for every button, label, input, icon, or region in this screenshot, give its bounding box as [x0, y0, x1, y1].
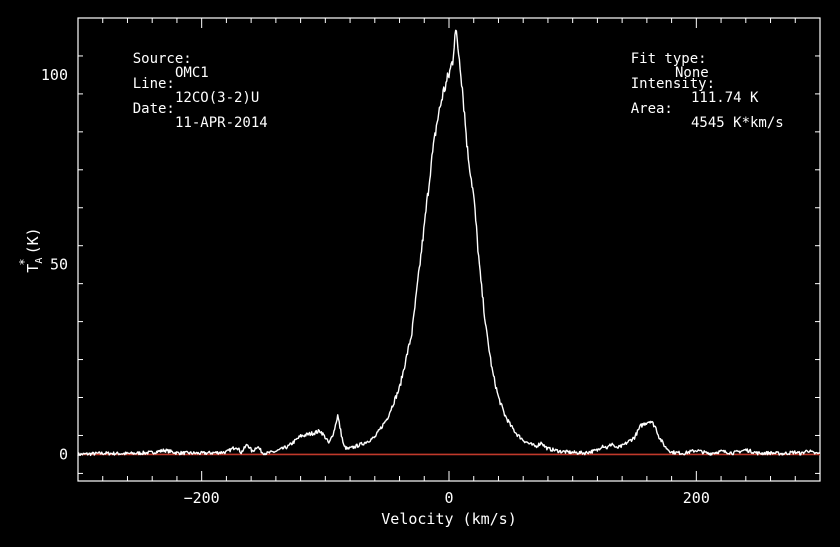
header-left: Source: OMC1 Line: 12CO(3-2)U Date: 11-A… — [99, 38, 268, 130]
intensity-value: 111.74 K — [691, 90, 759, 106]
x-tick-label: 0 — [444, 489, 453, 507]
y-tick-label: 100 — [41, 66, 68, 84]
date-row: Date: 11-APR-2014 — [99, 88, 268, 144]
x-ticks: −200 0 200 — [77, 18, 821, 507]
y-axis-label: TA* (K) — [17, 227, 45, 272]
date-label: Date: — [132, 101, 175, 117]
area-row: Area: 4545 K*km/s — [597, 88, 784, 144]
x-tick-label: −200 — [184, 489, 220, 507]
source-label: Source: — [132, 51, 192, 67]
intensity-label: Intensity: — [630, 76, 716, 92]
intensity-row: Intensity: 111.74 K — [597, 63, 759, 119]
y-axis-label-sub: A — [34, 258, 45, 264]
y-tick-label: 0 — [59, 445, 68, 463]
line-row: Line: 12CO(3-2)U — [99, 63, 260, 119]
fit-type-row: Fit type: None — [597, 38, 709, 94]
area-label: Area: — [630, 101, 673, 117]
y-axis-label-unit: (K) — [24, 227, 42, 254]
y-ticks: 0 50 100 — [41, 55, 820, 474]
line-value: 12CO(3-2)U — [175, 90, 260, 106]
header-right: Fit type: None Intensity: 111.74 K Area:… — [597, 38, 784, 130]
y-tick-label: 50 — [50, 256, 68, 274]
y-axis-label-main: T — [24, 264, 42, 273]
area-value: 4545 K*km/s — [691, 115, 784, 131]
date-value: 11-APR-2014 — [175, 115, 268, 131]
spectrum-line — [77, 29, 821, 457]
fit-type-value: None — [675, 65, 709, 81]
line-label: Line: — [132, 76, 175, 92]
svg-text:TA*(K): TA* (K) — [17, 227, 45, 272]
x-tick-label: 200 — [683, 489, 710, 507]
y-axis-label-sup: * — [17, 258, 31, 265]
x-axis-label: Velocity (km/s) — [381, 510, 516, 528]
fit-type-label: Fit type: — [630, 51, 707, 67]
source-value: OMC1 — [175, 65, 209, 81]
source-row: Source: OMC1 — [99, 38, 209, 94]
